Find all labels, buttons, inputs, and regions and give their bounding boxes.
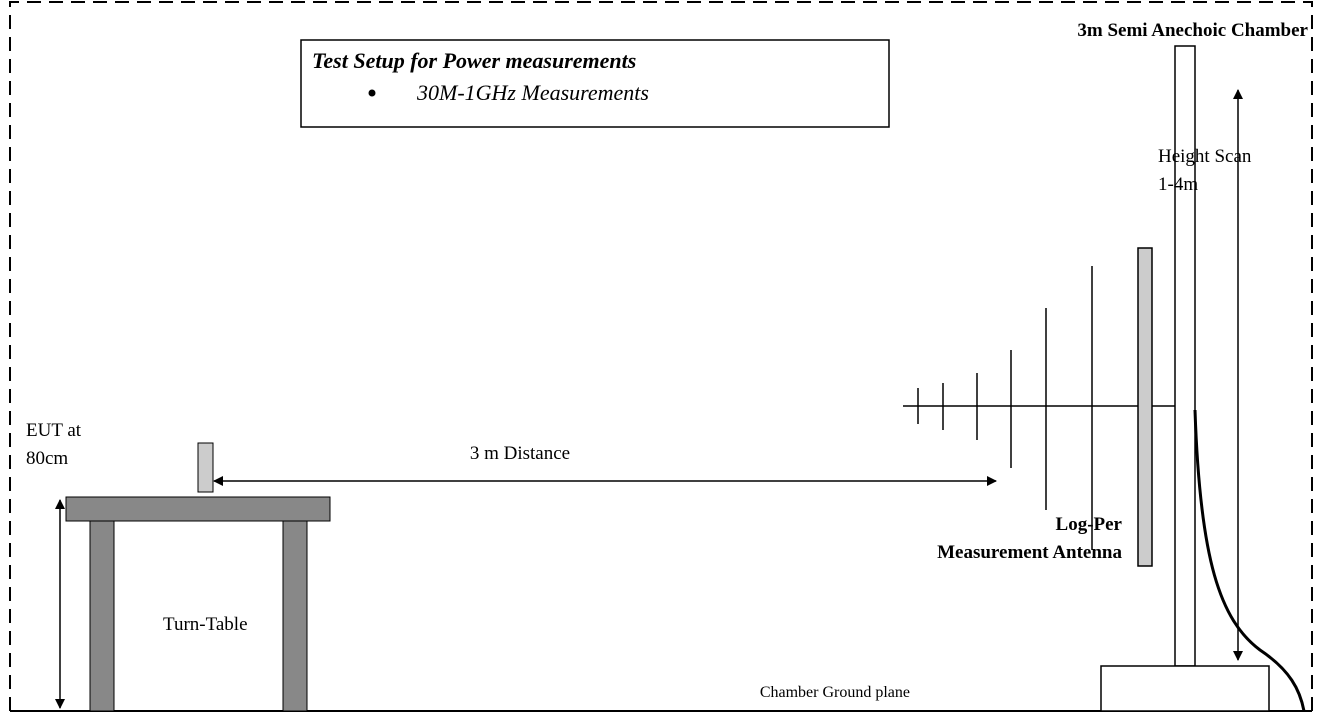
chamber-label: 3m Semi Anechoic Chamber — [1077, 20, 1308, 41]
eut-label-2: 80cm — [26, 448, 68, 469]
ground-label: Chamber Ground plane — [760, 684, 910, 701]
cable — [1193, 409, 1306, 712]
height-scan-2: 1-4m — [1158, 174, 1198, 195]
antenna-label-1: Log-Per — [1056, 514, 1123, 535]
table-top — [65, 496, 331, 522]
antenna-mast — [1174, 45, 1196, 667]
bullet-text: 30M-1GHz Measurements — [416, 80, 649, 105]
eut-label-1: EUT at — [26, 420, 82, 441]
title-box — [300, 39, 890, 128]
distance-label: 3 m Distance — [470, 443, 570, 464]
title: Test Setup for Power measurements — [312, 48, 636, 73]
chamber-boundary — [9, 1, 1313, 711]
table-label: Turn-Table — [163, 614, 248, 635]
table-leg — [89, 520, 115, 712]
height-scan-1: Height Scan — [1158, 146, 1252, 167]
mast-base — [1100, 665, 1270, 712]
table-leg — [282, 520, 308, 712]
antenna-label-2: Measurement Antenna — [937, 542, 1122, 563]
bullet-dot — [368, 89, 376, 97]
eut — [197, 442, 214, 493]
antenna — [903, 247, 1175, 567]
